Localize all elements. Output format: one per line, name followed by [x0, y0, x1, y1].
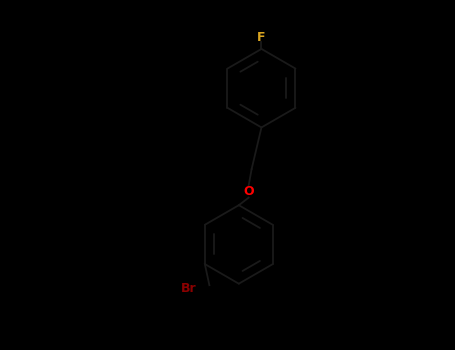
Text: F: F [257, 31, 266, 44]
Text: Br: Br [181, 282, 196, 295]
Text: O: O [243, 185, 254, 198]
